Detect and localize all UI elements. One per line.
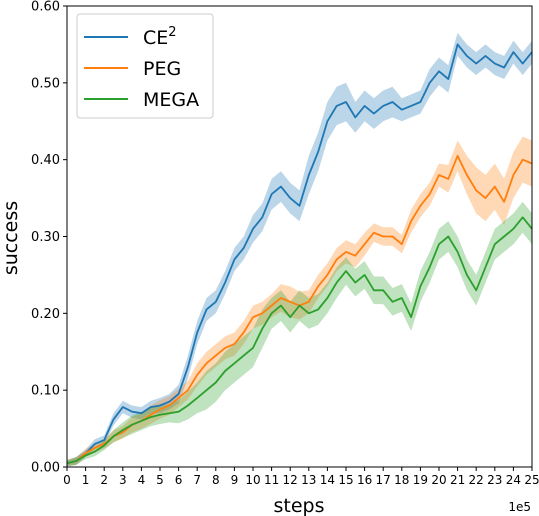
peg-confidence-band xyxy=(67,136,532,467)
x-tick-label: 7 xyxy=(193,473,201,487)
x-tick-label: 12 xyxy=(283,473,298,487)
y-tick-label: 0.60 xyxy=(31,0,60,15)
x-tick-label: 13 xyxy=(301,473,316,487)
plot-area xyxy=(66,32,533,467)
legend-box xyxy=(76,13,214,119)
x-tick-label: 14 xyxy=(320,473,335,487)
x-tick-label: 19 xyxy=(413,473,428,487)
ce2-line xyxy=(66,43,533,465)
y-tick-label: 0.40 xyxy=(31,153,60,168)
x-tick-label: 6 xyxy=(175,473,183,487)
y-tick-label: 0.10 xyxy=(31,384,60,399)
x-tick-label: 10 xyxy=(245,473,260,487)
x-tick-label: 3 xyxy=(119,473,127,487)
x-tick-label: 15 xyxy=(338,473,353,487)
y-tick-label: 0.50 xyxy=(31,76,60,91)
peg-legend-label: PEG xyxy=(143,58,181,80)
x-tick-label: 2 xyxy=(100,473,108,487)
x-tick-label: 4 xyxy=(138,473,146,487)
x-tick-label: 23 xyxy=(487,473,502,487)
x-tick-label: 20 xyxy=(431,473,446,487)
x-tick-label: 11 xyxy=(264,473,279,487)
x-tick-label: 25 xyxy=(524,473,539,487)
y-axis-label: success xyxy=(0,201,22,275)
y-tick-label: 0.00 xyxy=(31,461,60,476)
x-tick-label: 21 xyxy=(450,473,465,487)
x-tick-label: 16 xyxy=(357,473,372,487)
x-tick-label: 18 xyxy=(394,473,409,487)
x-tick-label: 17 xyxy=(376,473,391,487)
mega-legend-label: MEGA xyxy=(143,89,199,111)
x-tick-label: 8 xyxy=(212,473,220,487)
y-tick-label: 0.30 xyxy=(31,230,60,245)
ce2-confidence-band xyxy=(67,32,532,467)
x-axis: 0 1 2 3 4 5 6 7 8 9 10 11 12 13 14 15 16 17 18 19 20 21 22 23 24… xyxy=(63,467,539,487)
mega-line xyxy=(66,216,533,465)
x-tick-label: 22 xyxy=(469,473,484,487)
x-tick-label: 5 xyxy=(156,473,164,487)
x-axis-label: steps xyxy=(274,495,325,516)
x-axis-offset-label: 1e5 xyxy=(508,500,531,514)
ce2-legend-superscript: 2 xyxy=(168,25,176,40)
x-tick-label: 24 xyxy=(506,473,521,487)
x-tick-label: 0 xyxy=(63,473,71,487)
y-tick-label: 0.20 xyxy=(31,307,60,322)
y-axis: 0.00 0.10 0.20 0.30 0.40 0.50 0.60 xyxy=(31,0,67,476)
mega-confidence-band xyxy=(67,201,532,467)
x-tick-label: 1 xyxy=(82,473,90,487)
x-tick-label: 9 xyxy=(231,473,239,487)
